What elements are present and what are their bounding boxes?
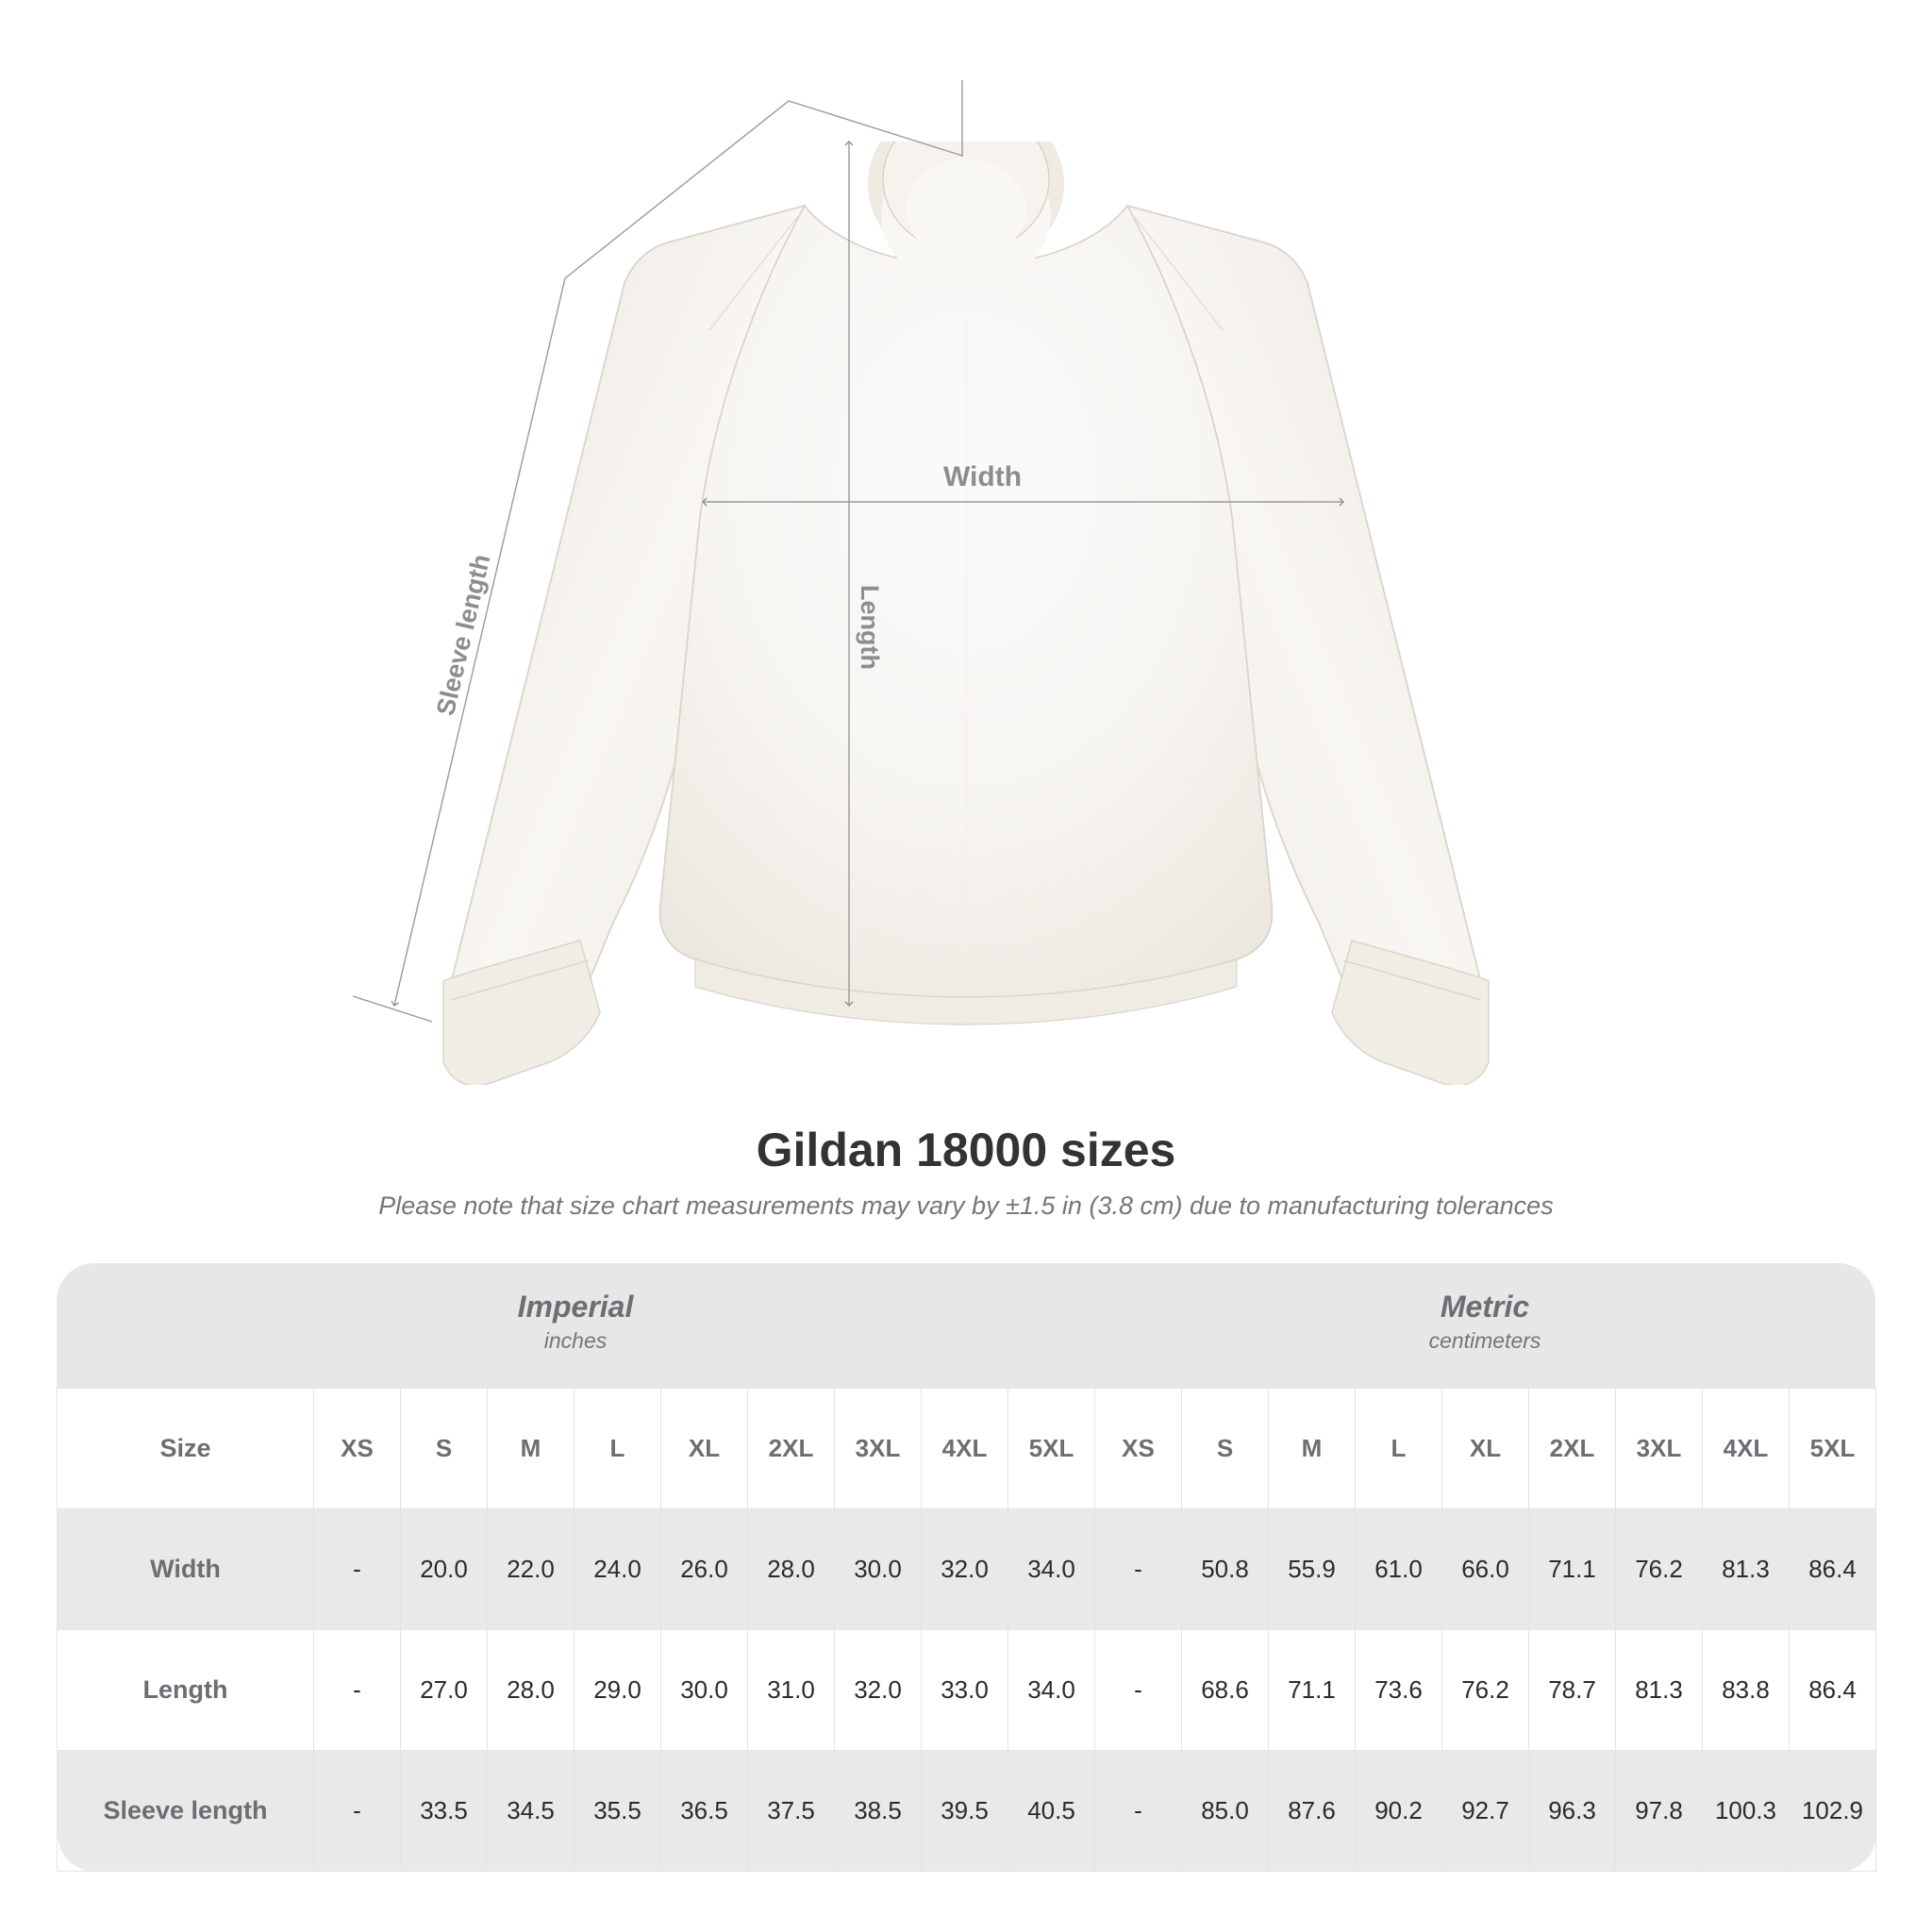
svg-text:Width: Width (943, 461, 1022, 492)
svg-text:Length: Length (856, 585, 884, 670)
svg-text:Sleeve length: Sleeve length (431, 552, 495, 718)
